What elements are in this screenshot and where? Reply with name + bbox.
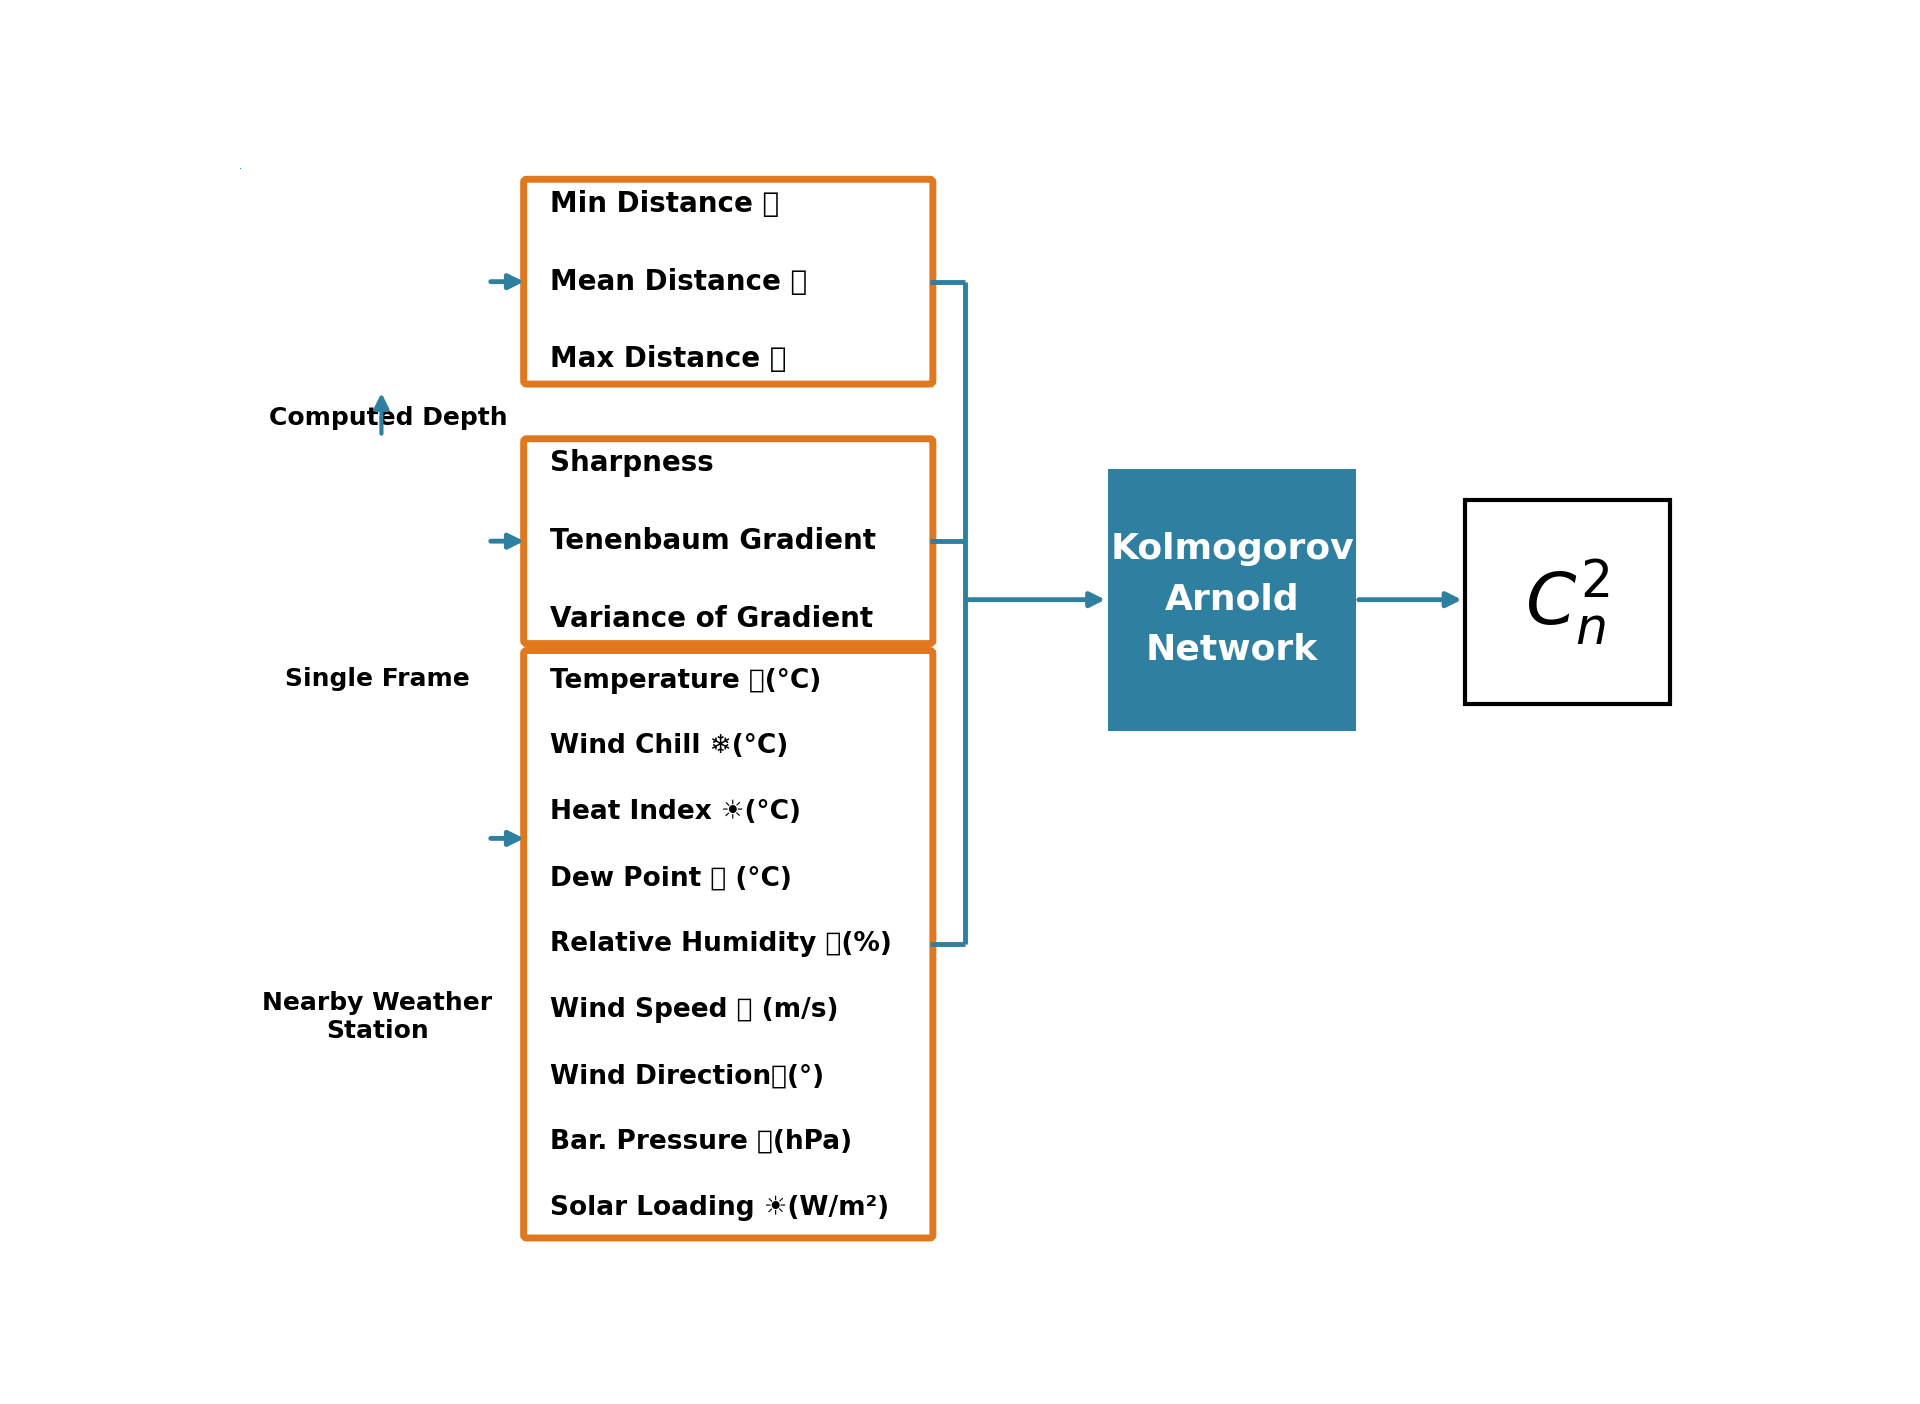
FancyBboxPatch shape [1465, 500, 1670, 703]
Text: Wind Speed 💨 (m/s): Wind Speed 💨 (m/s) [549, 997, 839, 1024]
Text: Single Frame: Single Frame [286, 667, 470, 691]
Text: Heat Index ☀️(°C): Heat Index ☀️(°C) [549, 799, 801, 826]
Text: Relative Humidity 🌊(%): Relative Humidity 🌊(%) [549, 931, 893, 958]
Text: Wind Direction🦭(°): Wind Direction🦭(°) [549, 1063, 824, 1090]
Text: Variance of Gradient: Variance of Gradient [549, 605, 874, 633]
Text: Dew Point 💧 (°C): Dew Point 💧 (°C) [549, 865, 791, 892]
Text: Computed Depth: Computed Depth [269, 406, 507, 430]
Text: Solar Loading ☀️(W/m²): Solar Loading ☀️(W/m²) [549, 1195, 889, 1221]
Text: Wind Chill ❄️(°C): Wind Chill ❄️(°C) [549, 733, 789, 760]
Text: Max Distance 📏: Max Distance 📏 [549, 345, 787, 373]
Text: Min Distance 📏: Min Distance 📏 [549, 190, 780, 218]
FancyBboxPatch shape [524, 650, 933, 1238]
Text: Bar. Pressure 🗲️(hPa): Bar. Pressure 🗲️(hPa) [549, 1129, 852, 1155]
Text: Nearby Weather
Station: Nearby Weather Station [263, 991, 493, 1043]
FancyBboxPatch shape [1108, 469, 1356, 730]
Text: Sharpness: Sharpness [549, 449, 714, 477]
Text: Kolmogorov
Arnold
Network: Kolmogorov Arnold Network [1110, 532, 1354, 667]
Text: Mean Distance 📏: Mean Distance 📏 [549, 268, 806, 296]
FancyBboxPatch shape [524, 438, 933, 643]
FancyBboxPatch shape [524, 180, 933, 385]
Text: $C_n^2$: $C_n^2$ [1524, 556, 1609, 647]
Text: Tenenbaum Gradient: Tenenbaum Gradient [549, 526, 876, 555]
Text: Temperature 🌡️(°C): Temperature 🌡️(°C) [549, 667, 822, 694]
